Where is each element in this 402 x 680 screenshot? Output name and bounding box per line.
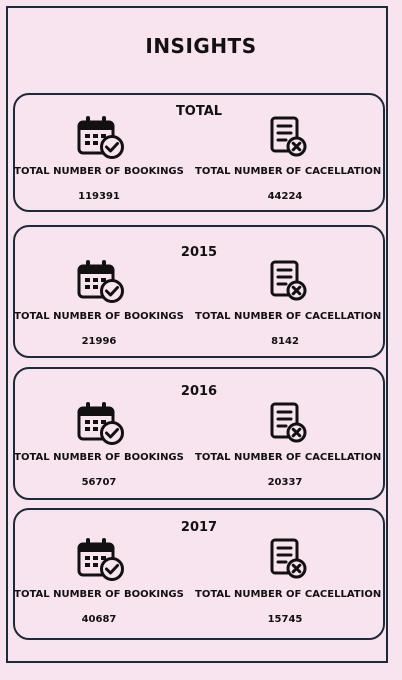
cancellation-title: TOTAL NUMBER OF CACELLATION xyxy=(195,166,382,177)
bookings-value: 40687 xyxy=(81,614,117,625)
bookings-stat: TOTAL NUMBER OF BOOKINGS 56707 xyxy=(9,369,189,498)
card-label: 2015 xyxy=(180,245,218,260)
cancellation-value: 15745 xyxy=(267,614,303,625)
bookings-stat: TOTAL NUMBER OF BOOKINGS 119391 xyxy=(9,95,189,210)
bookings-title: TOTAL NUMBER OF BOOKINGS xyxy=(14,166,184,177)
calendar-check-icon xyxy=(77,402,124,445)
page-title: INSIGHTS xyxy=(145,34,257,58)
cancellation-stat: TOTAL NUMBER OF CACELLATION 8142 xyxy=(195,227,382,356)
bookings-title: TOTAL NUMBER OF BOOKINGS xyxy=(14,589,184,600)
cancellation-title: TOTAL NUMBER OF CACELLATION xyxy=(195,589,382,600)
card-label: 2016 xyxy=(180,384,218,399)
document-x-icon xyxy=(270,116,307,157)
bookings-value: 119391 xyxy=(78,191,120,202)
dashboard-frame xyxy=(6,6,388,663)
card-label: TOTAL xyxy=(175,104,223,119)
cancellation-stat: TOTAL NUMBER OF CACELLATION 15745 xyxy=(195,510,382,638)
bookings-stat: TOTAL NUMBER OF BOOKINGS 21996 xyxy=(9,227,189,356)
calendar-check-icon xyxy=(77,260,124,303)
bookings-title: TOTAL NUMBER OF BOOKINGS xyxy=(14,311,184,322)
cancellation-value: 8142 xyxy=(271,336,299,347)
document-x-icon xyxy=(270,402,307,443)
insight-card-2016: 2016 TOTAL NUMBER OF BOOKINGS 56707 TOTA… xyxy=(13,367,385,500)
insight-card-2017: 2017 TOTAL NUMBER OF BOOKINGS 40687 TOTA… xyxy=(13,508,385,640)
cancellation-title: TOTAL NUMBER OF CACELLATION xyxy=(195,452,382,463)
document-x-icon xyxy=(270,260,307,301)
document-x-icon xyxy=(270,538,307,579)
bookings-title: TOTAL NUMBER OF BOOKINGS xyxy=(14,452,184,463)
calendar-check-icon xyxy=(77,116,124,159)
bookings-value: 21996 xyxy=(81,336,117,347)
cancellation-stat: TOTAL NUMBER OF CACELLATION 44224 xyxy=(195,95,382,210)
insight-card-total: TOTAL TOTAL NUMBER OF BOOKINGS 119391 TO… xyxy=(13,93,385,212)
insight-card-2015: 2015 TOTAL NUMBER OF BOOKINGS 21996 TOTA… xyxy=(13,225,385,358)
calendar-check-icon xyxy=(77,538,124,581)
card-label: 2017 xyxy=(180,520,218,535)
cancellation-stat: TOTAL NUMBER OF CACELLATION 20337 xyxy=(195,369,382,498)
cancellation-title: TOTAL NUMBER OF CACELLATION xyxy=(195,311,382,322)
cancellation-value: 44224 xyxy=(267,191,303,202)
cancellation-value: 20337 xyxy=(267,477,303,488)
bookings-stat: TOTAL NUMBER OF BOOKINGS 40687 xyxy=(9,510,189,638)
bookings-value: 56707 xyxy=(81,477,117,488)
